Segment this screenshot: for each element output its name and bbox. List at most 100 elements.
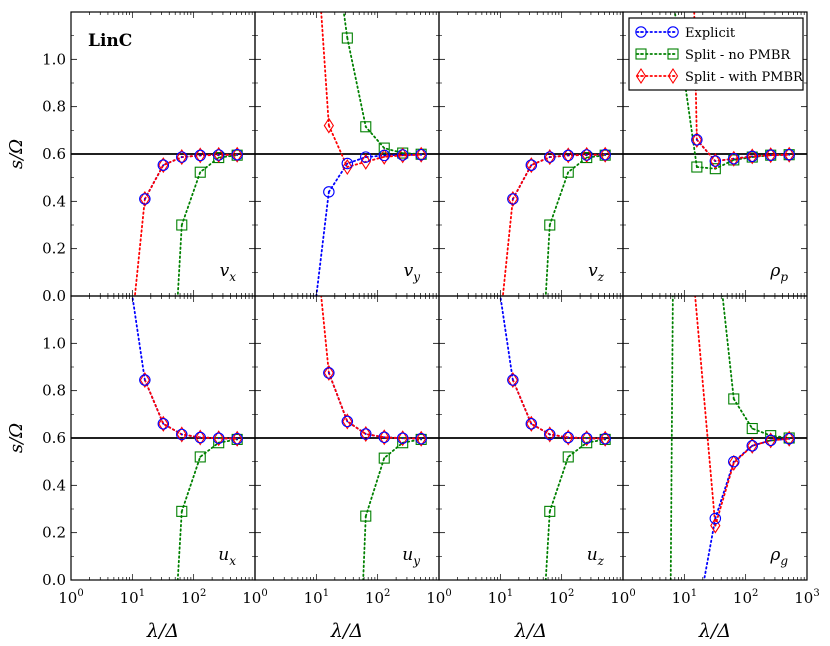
data-point — [580, 432, 593, 444]
legend: Explicit Split - no PMBR Split - with PMBR — [628, 17, 804, 91]
panel-label: vx — [220, 261, 237, 284]
data-point — [379, 429, 390, 446]
data-point — [232, 146, 243, 163]
data-point — [360, 510, 372, 522]
data-point — [599, 432, 611, 445]
trend-line-blue — [131, 296, 146, 381]
trend-line-red — [133, 198, 146, 296]
data-point — [158, 157, 169, 174]
legend-entry: Split - with PMBR — [685, 70, 804, 85]
panel-ρg: ρg — [622, 295, 808, 581]
y-axis-label: s/Ω — [6, 423, 27, 453]
data-point — [157, 418, 170, 430]
series-line — [327, 371, 423, 440]
data-point — [580, 149, 593, 161]
trend-line-green — [362, 515, 367, 580]
series-line — [512, 379, 607, 440]
data-point — [728, 455, 740, 468]
panel-label: ρg — [769, 545, 788, 568]
x-tick-label: 100 — [426, 588, 451, 607]
y-tick-label: 0.8 — [42, 382, 66, 400]
panel-label: vz — [588, 261, 605, 284]
data-point — [544, 505, 556, 517]
trend-line-blue — [315, 190, 330, 296]
panel-uz: uz — [438, 295, 624, 581]
panel-label: ux — [218, 545, 236, 568]
data-point — [378, 149, 390, 162]
data-point — [342, 413, 353, 430]
data-point — [600, 430, 611, 447]
series-line — [714, 437, 791, 520]
x-axis-label: λ/Δ — [514, 620, 547, 642]
data-point — [378, 142, 390, 154]
x-tick-label: 102 — [181, 588, 206, 607]
y-tick-label: 0.0 — [42, 571, 66, 589]
data-point — [525, 159, 538, 171]
series-line — [548, 154, 607, 226]
data-point — [765, 147, 776, 164]
data-point — [415, 148, 427, 161]
data-point — [709, 512, 722, 525]
panel-label: uy — [402, 545, 420, 568]
trend-line-green — [342, 12, 349, 39]
trend-line-green — [544, 510, 551, 580]
data-point — [728, 454, 739, 471]
data-point — [378, 431, 390, 444]
data-point — [213, 146, 224, 163]
data-point — [176, 149, 187, 166]
y-tick-label: 0.4 — [42, 476, 66, 494]
data-point — [213, 430, 224, 447]
data-point — [323, 367, 335, 379]
series-line — [327, 371, 423, 440]
data-point — [747, 148, 758, 165]
data-point — [562, 431, 574, 444]
data-point — [396, 432, 409, 444]
series-line — [143, 379, 239, 440]
data-point — [746, 440, 758, 452]
data-point — [691, 131, 703, 148]
y-tick-label: 1.0 — [42, 334, 66, 352]
data-point — [563, 147, 574, 164]
series-line — [143, 379, 239, 440]
series-line — [327, 124, 423, 169]
y-tick-label: 0.2 — [42, 240, 66, 258]
data-point — [360, 428, 372, 440]
series-line — [143, 153, 239, 200]
trend-line-green — [721, 296, 735, 400]
panel-vy: vy — [254, 11, 440, 297]
data-point — [765, 432, 776, 449]
y-axis-label: s/Ω — [6, 139, 27, 169]
data-point — [691, 134, 703, 146]
trend-line-red — [320, 296, 330, 374]
data-point — [526, 415, 537, 432]
data-point — [507, 371, 519, 389]
data-point — [563, 429, 574, 446]
data-point — [212, 432, 225, 444]
data-point — [194, 166, 206, 178]
x-axis-label: λ/Δ — [330, 620, 363, 642]
data-point — [747, 437, 758, 454]
trend-line-red — [501, 198, 514, 296]
data-point — [562, 149, 574, 162]
data-point — [139, 371, 151, 389]
data-point — [341, 32, 353, 44]
x-tick-label: 102 — [365, 588, 390, 607]
data-point — [397, 430, 408, 447]
data-point — [544, 426, 555, 443]
data-point — [341, 415, 354, 428]
data-point — [507, 190, 519, 207]
data-point — [232, 430, 243, 447]
data-point — [231, 148, 243, 161]
data-point — [783, 148, 795, 161]
data-point — [194, 149, 206, 162]
data-point — [710, 153, 721, 170]
series-line — [696, 153, 791, 170]
data-point — [526, 157, 537, 174]
panel-label: uz — [587, 545, 605, 568]
panel-ux: ux — [70, 295, 256, 581]
data-point — [764, 149, 777, 161]
y-tick-label: 0.0 — [42, 287, 66, 305]
data-point — [562, 451, 574, 463]
data-point — [416, 146, 427, 163]
